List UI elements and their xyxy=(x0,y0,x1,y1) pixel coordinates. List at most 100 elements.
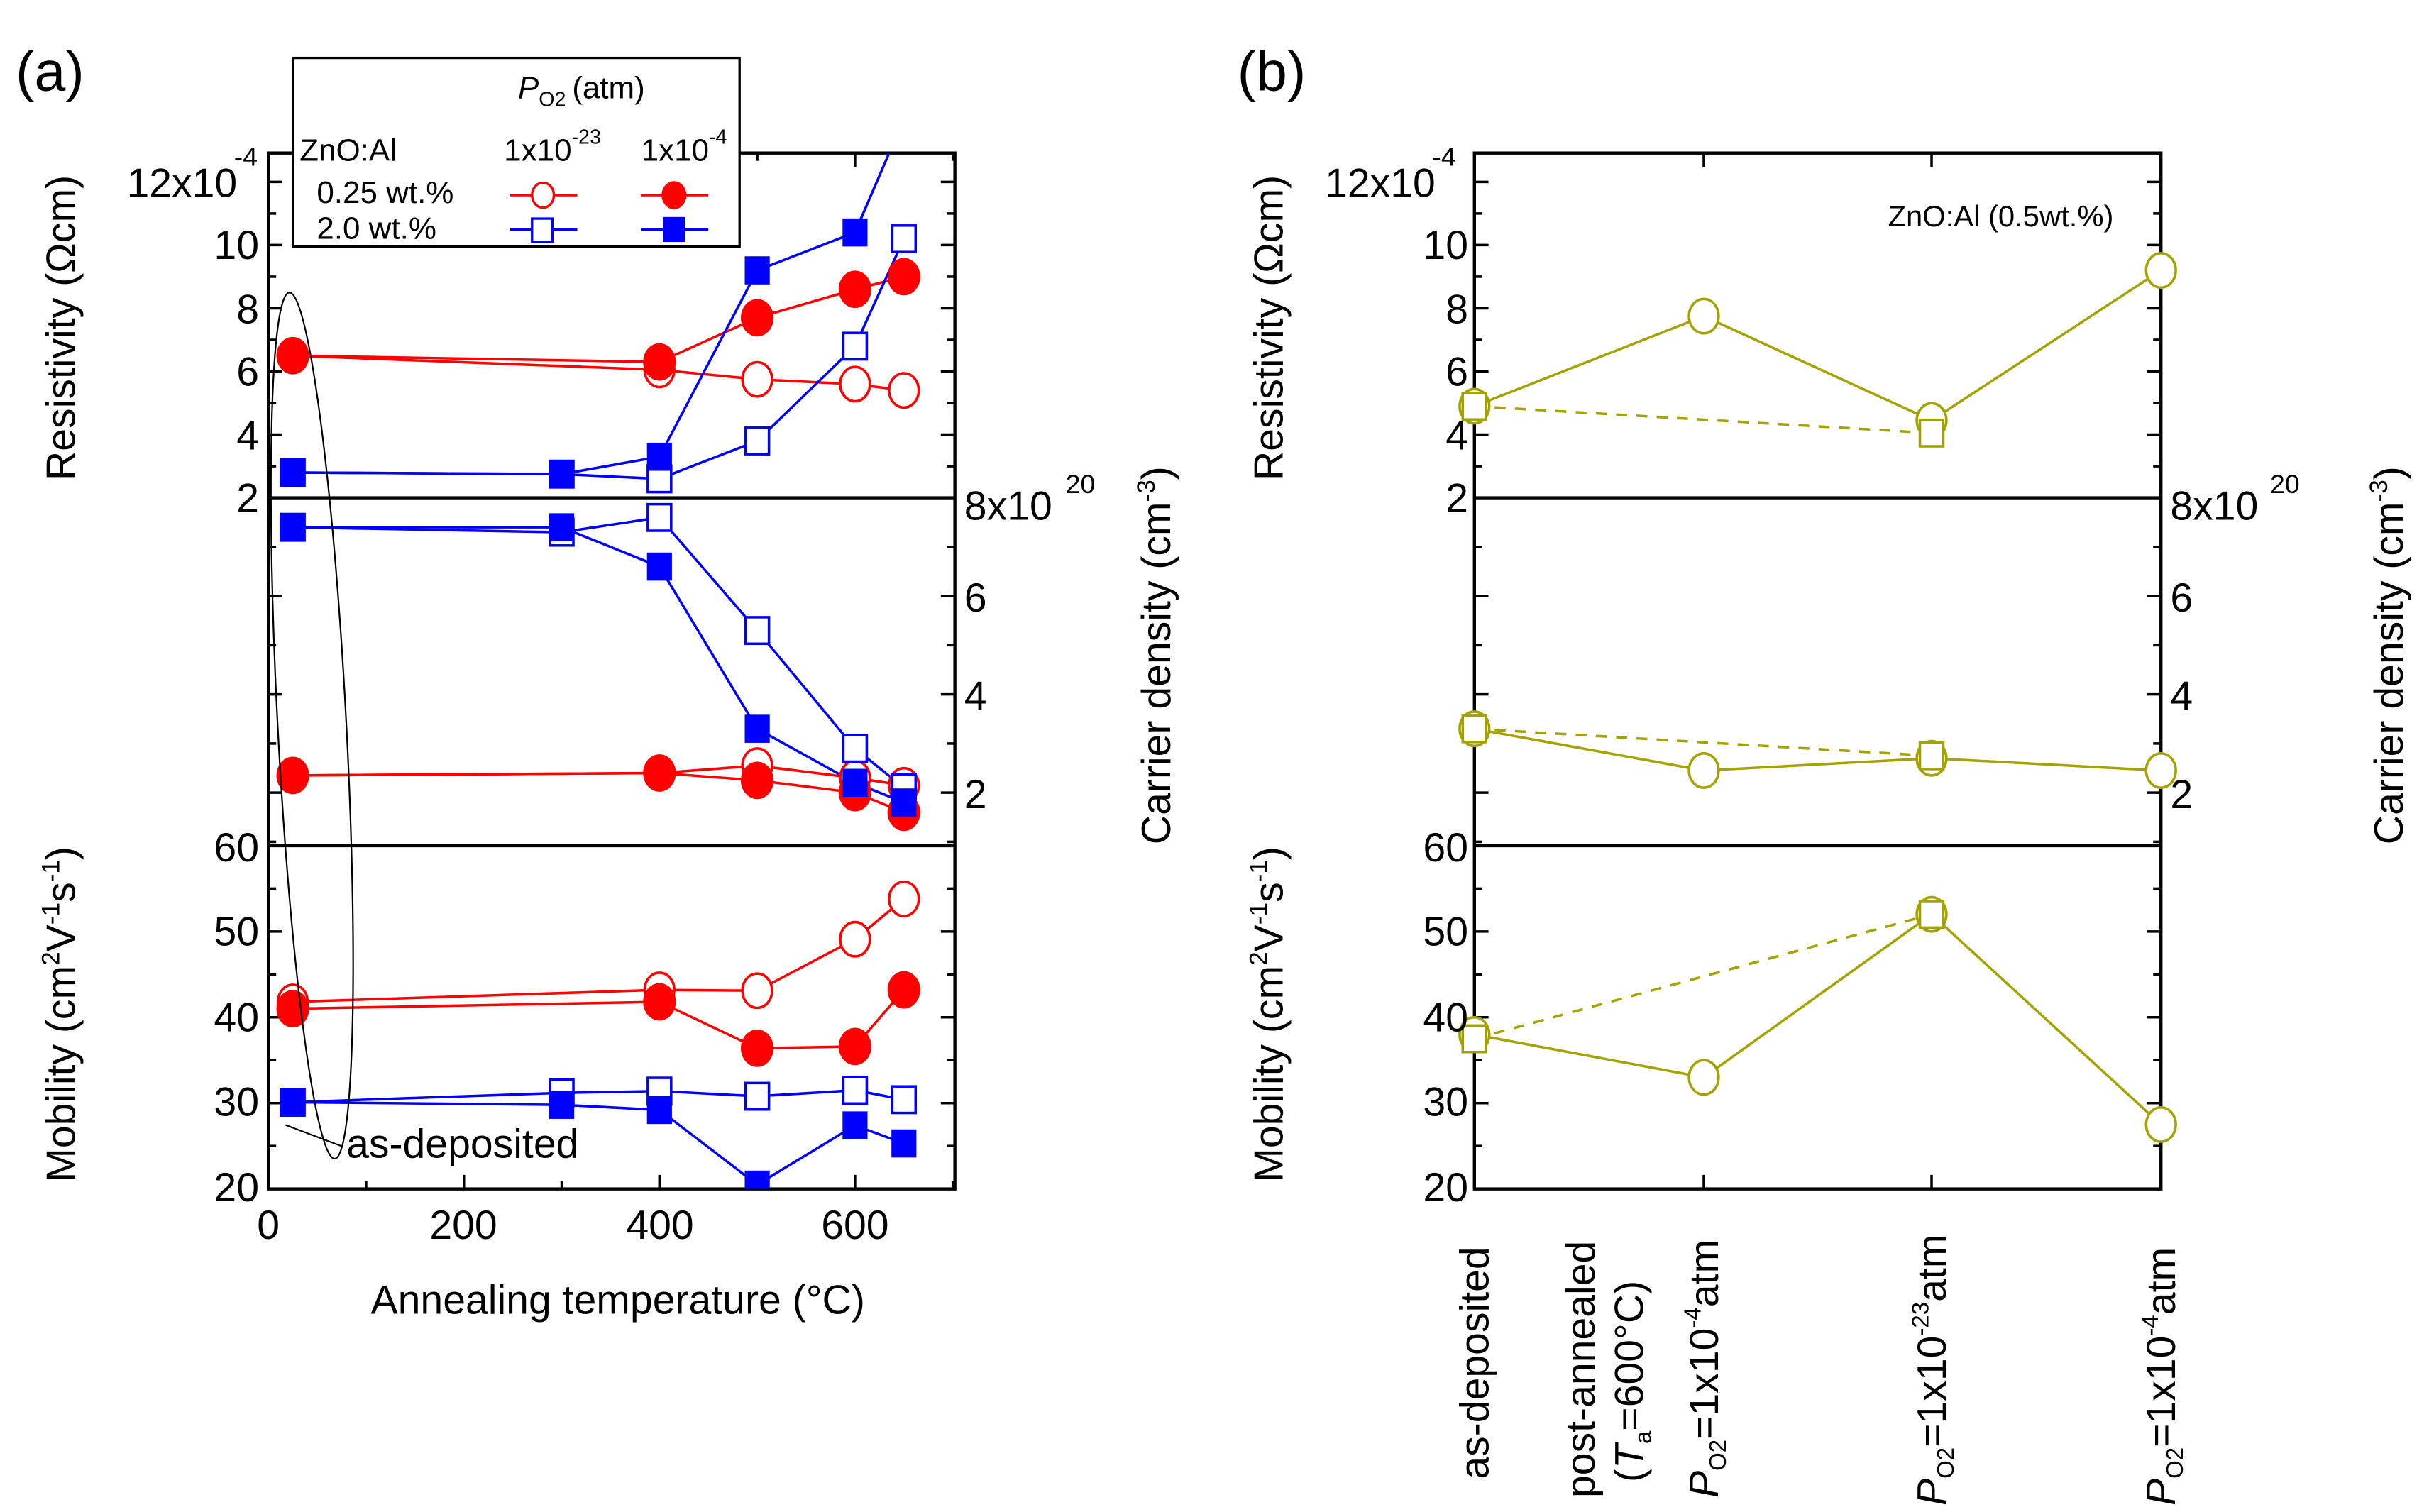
data-point xyxy=(549,460,575,489)
data-point xyxy=(643,754,676,792)
as-deposited-ellipse xyxy=(270,292,354,1160)
data-point xyxy=(1461,714,1488,744)
tick-label: 4 xyxy=(964,674,987,719)
data-point xyxy=(741,1029,774,1067)
data-point xyxy=(1687,297,1720,335)
data-point xyxy=(741,360,773,398)
panel-b-ticks xyxy=(1474,153,2162,1191)
legend-marker-open-square xyxy=(510,217,578,243)
subplot-resistivity xyxy=(1458,252,2177,448)
data-point xyxy=(741,299,774,337)
series-line xyxy=(1474,269,2162,422)
panel-b-res-ticklabels: 2 4 6 8 10 12x10 -4 xyxy=(1325,141,1468,521)
data-point xyxy=(744,616,771,646)
series-line xyxy=(1474,404,1932,435)
subplot-mobility xyxy=(276,880,920,1189)
tick-label: 30 xyxy=(214,1079,259,1125)
panel-b-carrier-ticklabels: 2 4 6 8x10 20 xyxy=(2170,469,2299,817)
data-point xyxy=(842,768,868,798)
data-point xyxy=(744,714,770,743)
data-point xyxy=(1687,752,1720,789)
data-point xyxy=(2144,752,2177,789)
tick-label: 8x10 xyxy=(2170,483,2258,529)
tick-label: 6 xyxy=(964,575,987,621)
series-line xyxy=(292,153,891,475)
x-axis-title: Annealing temperature (°C) xyxy=(371,1278,865,1323)
carrier-axis-title-b: Carrier density (cm-3) xyxy=(2365,466,2412,844)
data-point xyxy=(276,336,309,375)
series-line xyxy=(1474,727,2162,772)
series-line xyxy=(1474,727,1932,757)
data-point xyxy=(838,270,871,309)
tick-label: 8 xyxy=(236,287,259,332)
data-point xyxy=(2144,1106,2177,1143)
series-line xyxy=(292,275,905,363)
series-line xyxy=(292,1088,905,1104)
data-point xyxy=(280,513,306,541)
data-point xyxy=(842,331,869,361)
subplot-mobility xyxy=(1458,895,2177,1143)
tick-label: 50 xyxy=(1423,910,1468,955)
data-point xyxy=(888,880,920,917)
tick-label: 8 xyxy=(1445,287,1468,332)
as-deposited-pointer xyxy=(285,1124,344,1148)
tick-exponent: -4 xyxy=(234,141,258,171)
data-point xyxy=(276,990,309,1028)
panel-a-label: (a) xyxy=(16,40,84,103)
data-point xyxy=(842,1076,869,1105)
series-line xyxy=(292,516,905,789)
panel-a-res-ticklabels: 2 4 6 8 10 12x10 -4 xyxy=(126,141,259,521)
panel-a-x-ticklabels: 0 200 400 600 xyxy=(257,1203,888,1248)
data-point xyxy=(839,920,871,958)
data-point xyxy=(839,365,871,403)
data-point xyxy=(888,372,920,409)
data-point xyxy=(887,258,920,296)
resistivity-axis-title-b: Resistivity (Ωcm) xyxy=(1246,175,1292,480)
data-point xyxy=(646,442,672,471)
tick-label: 200 xyxy=(429,1203,497,1248)
legend-title: PO2 (atm) xyxy=(518,71,645,111)
tick-label: 0 xyxy=(257,1203,280,1248)
legend-col-2: 1x10-4 xyxy=(641,126,727,168)
tick-label: 2 xyxy=(1445,475,1468,521)
carrier-axis-title: Carrier density (cm-3) xyxy=(1133,466,1179,844)
panel-a: (a) 2 4 6 8 10 12x10 -4 20 30 40 50 60 2… xyxy=(16,40,1179,1323)
data-point xyxy=(744,426,771,456)
tick-label: 8x10 xyxy=(964,483,1052,529)
tick-label: 6 xyxy=(2170,575,2193,621)
data-point xyxy=(741,761,774,800)
series-line xyxy=(1474,912,1932,1040)
tick-exponent: 20 xyxy=(1066,469,1096,499)
data-point xyxy=(744,256,770,285)
data-point xyxy=(643,983,676,1021)
tick-label: 6 xyxy=(236,349,259,394)
data-point xyxy=(280,1088,306,1117)
tick-label: 600 xyxy=(821,1203,888,1248)
tick-label: 2 xyxy=(2170,772,2193,817)
tick-exponent: 20 xyxy=(2270,469,2300,499)
data-point xyxy=(1918,900,1945,929)
tick-label: 4 xyxy=(1445,413,1468,458)
tick-exponent: -4 xyxy=(1432,141,1455,171)
data-point xyxy=(842,1111,868,1139)
data-point xyxy=(842,734,869,763)
legend-row-1: 0.25 wt.% xyxy=(316,175,453,210)
category-label-po2-1e-4-a: PO2=1x10-4atm xyxy=(1680,1240,1731,1498)
category-label-po2-1e-4-b: PO2=1x10-4atm xyxy=(2137,1247,2188,1506)
data-point xyxy=(549,513,575,541)
mobility-axis-title-b: Mobility (cm2V-1s-1) xyxy=(1245,846,1292,1182)
data-point xyxy=(891,1129,917,1158)
data-point xyxy=(2144,252,2177,289)
tick-label: 400 xyxy=(626,1203,693,1248)
data-point xyxy=(646,502,673,532)
tick-label: 4 xyxy=(2170,674,2193,719)
panel-a-ticks xyxy=(267,153,955,1191)
data-point xyxy=(549,1091,575,1119)
data-point xyxy=(280,458,306,487)
data-point xyxy=(1461,1024,1488,1054)
tick-label: 20 xyxy=(214,1165,259,1210)
category-label-ta: (Ta=600°C) xyxy=(1607,1281,1656,1482)
panel-a-carrier-ticklabels: 2 4 6 8x10 20 xyxy=(964,469,1095,817)
legend-row-header: ZnO:Al xyxy=(299,133,397,168)
